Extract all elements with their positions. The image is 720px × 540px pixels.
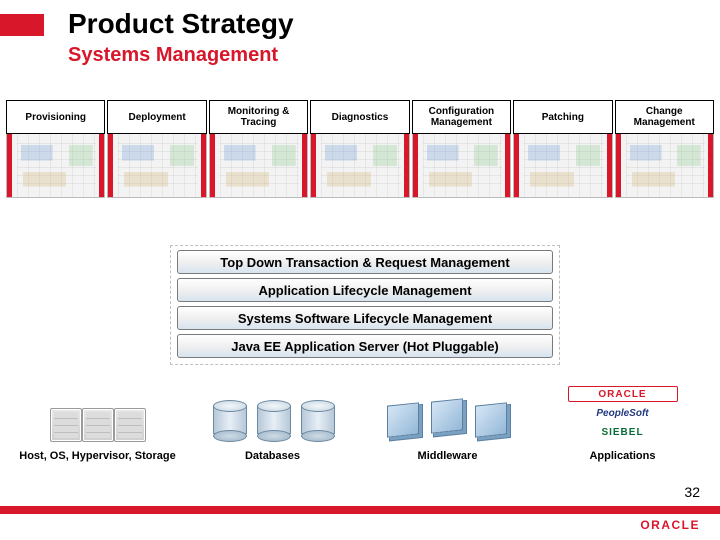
tile-thumb — [107, 132, 206, 198]
tile-deployment: Deployment — [107, 100, 206, 198]
tile-thumb — [615, 132, 714, 198]
footer-logo: ORACLE — [640, 518, 700, 532]
infra-label: Host, OS, Hypervisor, Storage — [19, 450, 176, 463]
tile-label: Configuration Management — [412, 100, 511, 134]
tile-label: Patching — [513, 100, 612, 134]
brand-oracle-icon — [568, 386, 678, 402]
tile-monitoring: Monitoring & Tracing — [209, 100, 308, 198]
tile-thumb — [6, 132, 105, 198]
layer-javaee: Java EE Application Server (Hot Pluggabl… — [177, 334, 553, 358]
infra-host: Host, OS, Hypervisor, Storage — [10, 402, 185, 463]
layer-alm: Application Lifecycle Management — [177, 278, 553, 302]
infra-label: Applications — [589, 450, 655, 463]
accent-bar — [0, 14, 44, 36]
tile-label: Provisioning — [6, 100, 105, 134]
infra-label: Databases — [245, 450, 300, 463]
tile-label: Monitoring & Tracing — [209, 100, 308, 134]
tile-thumb — [412, 132, 511, 198]
tile-change-mgmt: Change Management — [615, 100, 714, 198]
tile-label: Change Management — [615, 100, 714, 134]
storage-icon — [48, 402, 148, 444]
infrastructure-row: Host, OS, Hypervisor, Storage Databases … — [10, 386, 710, 463]
infra-databases: Databases — [185, 396, 360, 463]
infra-applications: Applications — [535, 386, 710, 463]
layer-topdown: Top Down Transaction & Request Managemen… — [177, 250, 553, 274]
brand-peoplesoft-icon — [568, 405, 678, 421]
tile-label: Diagnostics — [310, 100, 409, 134]
applications-icon — [558, 386, 688, 444]
capability-tiles: Provisioning Deployment Monitoring & Tra… — [6, 100, 714, 198]
footer-accent-bar — [0, 506, 720, 514]
tile-config-mgmt: Configuration Management — [412, 100, 511, 198]
tile-provisioning: Provisioning — [6, 100, 105, 198]
page-title: Product Strategy — [68, 8, 294, 40]
architecture-layers: Top Down Transaction & Request Managemen… — [170, 245, 560, 365]
page-subtitle: Systems Management — [68, 44, 278, 67]
middleware-icon — [373, 394, 523, 444]
tile-thumb — [513, 132, 612, 198]
tile-patching: Patching — [513, 100, 612, 198]
database-icon — [203, 396, 343, 444]
infra-middleware: Middleware — [360, 394, 535, 463]
tile-thumb — [209, 132, 308, 198]
page-number: 32 — [684, 484, 700, 500]
infra-label: Middleware — [418, 450, 478, 463]
tile-label: Deployment — [107, 100, 206, 134]
brand-siebel-icon — [568, 424, 678, 440]
layer-sslm: Systems Software Lifecycle Management — [177, 306, 553, 330]
tile-diagnostics: Diagnostics — [310, 100, 409, 198]
tile-thumb — [310, 132, 409, 198]
